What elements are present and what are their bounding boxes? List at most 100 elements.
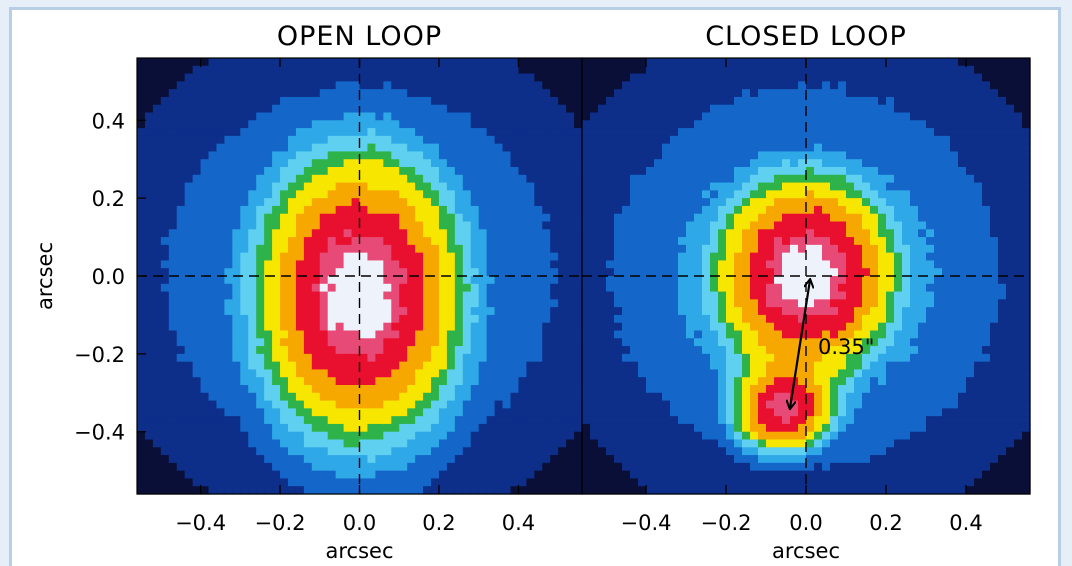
heatmap-cell [176, 447, 186, 456]
heatmap-cell [806, 81, 815, 90]
heatmap-cell [782, 423, 791, 433]
heatmap-cell [726, 198, 735, 207]
heatmap-cell [566, 369, 575, 378]
heatmap-cell [598, 182, 607, 191]
heatmap-cell [383, 112, 392, 121]
heatmap-cell [431, 353, 440, 363]
heatmap-cell [152, 314, 162, 324]
heatmap-cell [526, 174, 535, 184]
heatmap-cell [622, 276, 631, 285]
heatmap-cell [391, 447, 400, 456]
heatmap-cell [590, 478, 599, 487]
heatmap-cell [327, 400, 337, 409]
heatmap-cell [766, 322, 775, 332]
heatmap-cell [438, 291, 448, 300]
heatmap-cell [622, 361, 631, 371]
heatmap-cell [566, 182, 575, 191]
heatmap-cell [295, 346, 305, 355]
heatmap-cell [622, 174, 631, 184]
heatmap-cell [343, 400, 353, 409]
heatmap-cell [407, 252, 416, 262]
heatmap-cell [208, 283, 218, 293]
heatmap-cell [830, 167, 839, 176]
heatmap-cell [518, 190, 527, 199]
heatmap-cell [287, 447, 297, 456]
heatmap-cell [295, 198, 305, 207]
heatmap-cell [766, 89, 775, 98]
heatmap-cell [670, 447, 679, 456]
heatmap-cell [462, 221, 472, 230]
heatmap-cell [216, 447, 226, 456]
heatmap-cell [311, 431, 321, 441]
heatmap-cell [224, 431, 233, 441]
heatmap-cell [240, 120, 249, 129]
heatmap-cell [176, 276, 186, 285]
heatmap-cell [423, 244, 432, 254]
heatmap-cell [742, 276, 751, 285]
heatmap-cell [240, 330, 249, 339]
heatmap-cell [256, 314, 265, 324]
heatmap-cell [256, 221, 265, 230]
heatmap-cell [168, 392, 178, 402]
heatmap-cell [216, 73, 226, 82]
heatmap-cell [822, 385, 831, 394]
heatmap-cell [208, 143, 218, 153]
heatmap-cell [822, 400, 831, 409]
heatmap-cell [614, 423, 623, 433]
heatmap-cell [822, 237, 831, 246]
heatmap-cell [144, 431, 154, 441]
heatmap-cell [614, 299, 623, 308]
heatmap-cell [367, 338, 376, 347]
heatmap-cell [830, 252, 839, 262]
heatmap-cell [622, 314, 631, 324]
heatmap-cell [574, 120, 583, 129]
heatmap-cell [224, 369, 233, 378]
heatmap-cell [838, 276, 847, 285]
heatmap-cell [750, 408, 759, 417]
heatmap-cell [232, 221, 241, 230]
heatmap-cell [280, 385, 289, 394]
heatmap-cell [431, 73, 440, 82]
heatmap-cell [168, 237, 178, 246]
heatmap-cell [526, 392, 535, 402]
heatmap-cell [343, 276, 353, 285]
heatmap-cell [478, 423, 488, 433]
heatmap-cell [303, 314, 313, 324]
heatmap-cell [335, 112, 345, 121]
heatmap-cell [335, 346, 345, 355]
heatmap-cell [137, 190, 146, 199]
heatmap-cell [168, 377, 178, 386]
heatmap-cell [590, 112, 599, 121]
heatmap-cell [486, 478, 496, 487]
heatmap-cell [192, 205, 202, 215]
heatmap-cell [494, 205, 504, 215]
heatmap-cell [502, 439, 512, 448]
heatmap-cell [838, 330, 847, 339]
heatmap-cell [335, 229, 345, 238]
heatmap-cell [838, 128, 847, 137]
heatmap-cell [184, 151, 194, 160]
heatmap-cell [782, 369, 791, 378]
heatmap-cell [654, 120, 663, 129]
heatmap-cell [423, 385, 432, 394]
heatmap-cell [208, 346, 218, 355]
heatmap-cell [558, 276, 567, 285]
heatmap-cell [280, 221, 289, 230]
heatmap-cell [566, 174, 575, 184]
heatmap-cell [295, 291, 305, 300]
heatmap-cell [438, 346, 448, 355]
heatmap-cell [790, 283, 799, 293]
heatmap-cell [590, 486, 599, 495]
heatmap-cell [295, 455, 305, 464]
heatmap-cell [774, 73, 783, 82]
heatmap-cell [137, 338, 146, 347]
heatmap-cell [303, 361, 313, 371]
heatmap-cell [184, 229, 194, 238]
heatmap-cell [494, 112, 504, 121]
heatmap-cell [144, 268, 154, 277]
heatmap-cell [399, 455, 408, 464]
heatmap-cell [670, 478, 679, 487]
heatmap-cell [343, 416, 353, 425]
heatmap-cell [822, 462, 831, 472]
heatmap-cell [335, 135, 345, 145]
